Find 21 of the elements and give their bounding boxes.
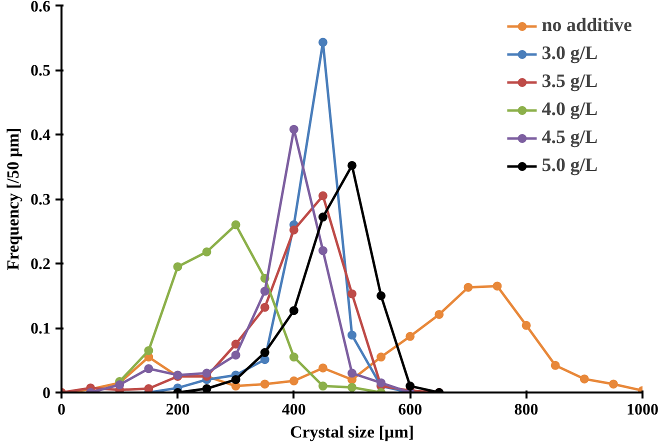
y-tick-label: 0.5 [30, 62, 50, 80]
legend-label: 4.0 g/L [542, 99, 598, 121]
x-tick-label: 800 [514, 402, 538, 418]
legend-label: 4.5 g/L [542, 127, 598, 149]
legend-label: 5.0 g/L [542, 155, 598, 177]
x-axis-title: Crystal size [µm] [290, 422, 414, 442]
x-tick-label: 600 [398, 402, 422, 418]
y-tick-label: 0.2 [30, 256, 50, 273]
y-tick-label: 0.1 [30, 320, 50, 338]
y-tick-label: 0.4 [30, 127, 50, 144]
legend-label: 3.5 g/L [542, 71, 598, 93]
x-tick-label: 0 [58, 402, 66, 418]
x-tick-label: 400 [282, 402, 306, 418]
y-tick-label: 0.6 [30, 0, 50, 16]
legend-label: no additive [542, 15, 632, 37]
y-tick-label: 0.3 [30, 192, 50, 208]
x-tick-label: 1000 [626, 402, 658, 418]
y-axis-title: Frequency [/50 µm] [4, 128, 22, 270]
y-tick-label: 0 [42, 385, 50, 402]
x-tick-label: 200 [166, 402, 190, 418]
legend-label: 3.0 g/L [542, 43, 598, 65]
